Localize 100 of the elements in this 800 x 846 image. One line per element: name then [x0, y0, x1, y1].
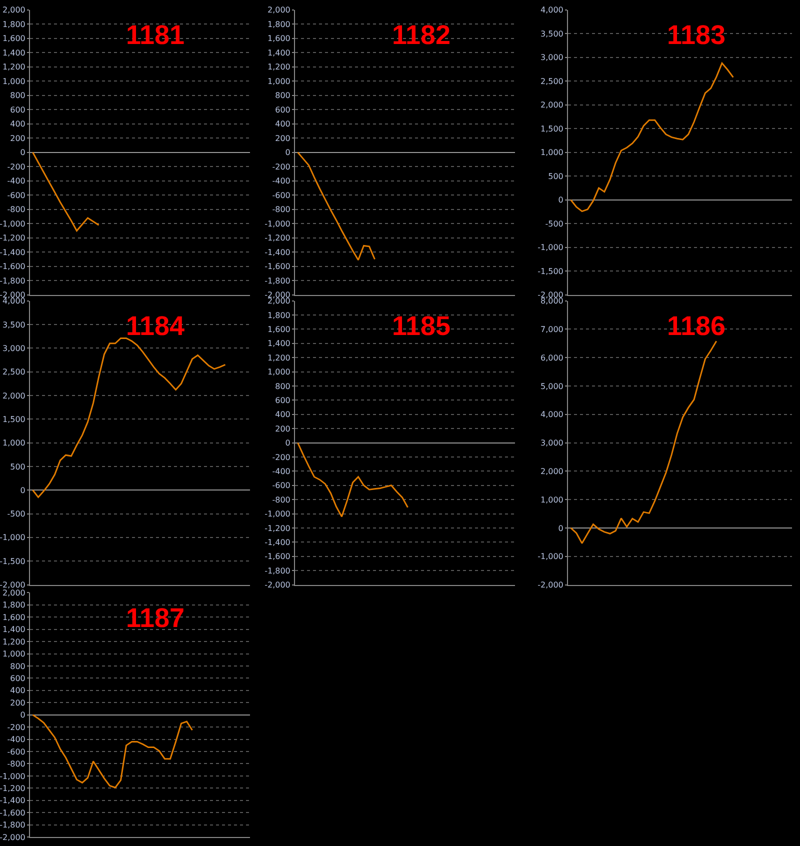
chart-title: 1182	[392, 20, 451, 50]
y-tick-label: 2,500	[540, 76, 564, 86]
y-tick-label: 1,000	[540, 495, 564, 504]
y-tick-label: 800	[275, 382, 290, 391]
y-tick-label: -600	[7, 747, 26, 756]
y-tick-label: 1,800	[2, 600, 26, 610]
y-tick-label: -600	[272, 190, 290, 200]
y-tick-label: -1,000	[0, 219, 26, 228]
y-tick-label: 0	[558, 196, 564, 205]
y-tick-label: 1,000	[267, 76, 290, 86]
y-tick-label: -2,000	[0, 832, 26, 842]
y-tick-label: 1,000	[2, 76, 26, 86]
y-tick-label: 4,000	[540, 410, 564, 420]
y-tick-label: -1,600	[264, 552, 290, 562]
y-tick-label: 0	[20, 486, 26, 495]
y-tick-label: -1,500	[538, 266, 564, 276]
y-tick-label: 800	[10, 662, 26, 671]
y-tick-label: -400	[7, 735, 26, 744]
y-tick-label: 200	[275, 134, 290, 143]
line-series	[32, 714, 193, 788]
y-tick-label: 1,200	[2, 637, 26, 646]
y-tick-label: -1,000	[264, 510, 290, 519]
y-tick-label: -1,600	[264, 262, 290, 272]
y-tick-label: 400	[275, 410, 290, 420]
y-tick-label: 800	[10, 91, 26, 100]
y-tick-label: -1,400	[264, 248, 290, 257]
y-tick-label: -1,000	[0, 533, 26, 542]
y-tick-label: 3,500	[540, 29, 564, 38]
y-tick-label: 1,200	[267, 62, 290, 72]
chart-title: 1183	[667, 20, 726, 50]
line-series	[297, 442, 408, 518]
y-tick-label: -1,200	[0, 234, 26, 243]
line-series	[570, 340, 718, 544]
y-tick-label: -1,000	[0, 772, 26, 781]
y-tick-label: -400	[272, 176, 290, 186]
y-tick-label: -1,800	[0, 820, 26, 830]
y-tick-label: -1,800	[264, 566, 290, 576]
chart-title: 1186	[667, 311, 726, 341]
y-tick-label: 1,600	[2, 34, 26, 44]
y-tick-label: 1,000	[540, 148, 564, 158]
y-tick-label: 200	[275, 424, 290, 434]
y-tick-label: -1,400	[0, 248, 26, 257]
y-tick-label: -600	[272, 481, 290, 490]
y-tick-label: -1,500	[0, 556, 26, 566]
y-tick-label: -1,400	[0, 796, 26, 806]
y-tick-label: 1,000	[267, 368, 290, 377]
y-tick-label: -200	[7, 722, 26, 732]
y-tick-label: 0	[558, 524, 564, 533]
y-tick-label: -1,200	[0, 784, 26, 793]
line-series	[570, 62, 734, 212]
y-tick-label: 600	[10, 105, 26, 114]
y-tick-label: 4,000	[540, 6, 564, 15]
y-tick-label: 1,800	[267, 310, 290, 320]
y-tick-label: -1,400	[264, 538, 290, 547]
y-tick-label: -500	[7, 510, 26, 519]
y-tick-label: -400	[272, 466, 290, 476]
y-tick-label: 3,000	[2, 344, 26, 353]
y-tick-label: -2,000	[0, 580, 26, 590]
y-tick-label: -1,000	[264, 219, 290, 228]
y-tick-label: 2,000	[267, 6, 290, 15]
y-tick-label: 400	[10, 686, 26, 696]
y-tick-label: 800	[275, 91, 290, 100]
y-tick-label: 500	[548, 172, 564, 181]
y-tick-label: 600	[275, 105, 290, 114]
y-tick-label: -1,000	[538, 243, 564, 252]
y-tick-label: 400	[10, 120, 26, 129]
y-tick-label: 1,500	[540, 124, 564, 134]
y-tick-label: 1,500	[2, 414, 26, 424]
y-tick-label: -800	[7, 760, 26, 769]
y-tick-label: 2,000	[540, 100, 564, 110]
y-tick-label: 2,500	[2, 368, 26, 377]
y-tick-label: 200	[10, 134, 26, 143]
y-tick-label: 0	[20, 148, 26, 158]
line-series	[297, 152, 376, 261]
y-tick-label: 0	[285, 438, 290, 448]
y-tick-label: 3,500	[2, 320, 26, 330]
y-tick-label: 1,800	[2, 20, 26, 29]
y-tick-label: -400	[7, 176, 26, 186]
y-tick-label: 2,000	[2, 391, 26, 400]
y-tick-label: -1,800	[264, 276, 290, 286]
y-tick-label: -800	[7, 205, 26, 214]
y-tick-label: 3,000	[540, 53, 564, 62]
y-tick-label: 0	[20, 710, 26, 720]
y-tick-label: 1,600	[267, 325, 290, 334]
y-tick-label: 1,400	[267, 48, 290, 58]
y-tick-label: 1,600	[2, 612, 26, 622]
y-tick-label: -1,600	[0, 808, 26, 818]
y-tick-label: 1,000	[2, 438, 26, 448]
y-tick-label: -200	[272, 162, 290, 172]
y-tick-label: 1,200	[2, 62, 26, 72]
chart-title: 1181	[126, 20, 185, 50]
y-tick-label: -800	[272, 495, 290, 504]
y-tick-label: 0	[285, 148, 290, 158]
y-tick-label: 1,200	[267, 353, 290, 362]
line-series	[32, 152, 100, 232]
y-tick-label: 1,000	[2, 650, 26, 659]
y-tick-label: -600	[7, 190, 26, 200]
y-tick-label: 400	[275, 120, 290, 129]
chart-title: 1185	[392, 311, 451, 341]
y-tick-label: 600	[275, 396, 290, 405]
